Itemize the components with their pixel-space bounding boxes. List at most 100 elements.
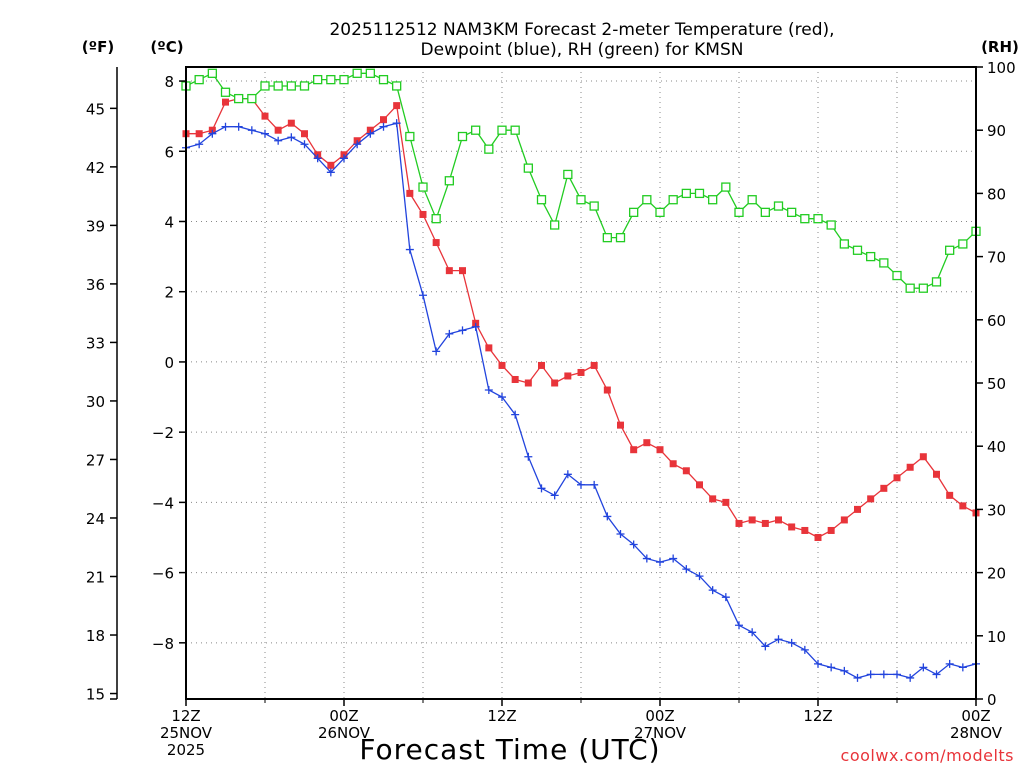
x-tick-label: 12Z: [171, 707, 200, 725]
rh-point: [457, 131, 468, 142]
rh-point: [892, 270, 902, 281]
temp-point: [722, 498, 730, 506]
series-red: [182, 95, 980, 541]
temp-point: [577, 368, 585, 376]
celsius-tick-label: −6: [152, 565, 174, 583]
temp-point: [840, 516, 848, 524]
rh-point: [352, 68, 362, 78]
dewpoint-point: [577, 480, 585, 489]
celsius-tick-label: −2: [152, 424, 174, 442]
dewpoint-point: [221, 122, 230, 131]
rh-point: [602, 232, 612, 243]
fahrenheit-tick-label: 33: [86, 334, 105, 352]
temp-point: [617, 421, 624, 429]
dewpoint-point: [958, 663, 967, 672]
credit-text: coolwx.com/modelts: [841, 746, 1014, 765]
temp-point: [946, 491, 954, 499]
rh-point: [563, 169, 573, 180]
rh-point: [747, 195, 757, 205]
dewpoint-point: [945, 659, 954, 668]
rh-point: [510, 125, 520, 135]
temp-point: [735, 519, 743, 527]
dewpoint-point: [340, 154, 348, 163]
dewpoint-point: [432, 347, 441, 356]
rh-point: [378, 74, 389, 85]
temp-point: [867, 495, 875, 503]
temp-point: [630, 446, 638, 454]
rh-tick-label: 50: [987, 375, 1006, 393]
rh-tick-label: 10: [987, 628, 1006, 646]
temp-point: [854, 505, 861, 513]
temp-point: [274, 126, 282, 134]
dewpoint-point: [656, 558, 664, 567]
dewpoint-point: [563, 470, 572, 479]
dewpoint-point: [814, 659, 822, 668]
temp-point: [814, 533, 822, 541]
temp-point: [933, 470, 940, 478]
dewpoint-point: [616, 529, 625, 538]
dewpoint-point: [366, 129, 375, 138]
temp-point: [669, 460, 677, 468]
rh-point: [813, 214, 823, 224]
x-tick-label: 27NOV: [634, 724, 687, 742]
temp-point: [788, 523, 796, 531]
rh-tick-label: 90: [987, 122, 1006, 140]
series-blue: [182, 119, 980, 682]
rh-point: [708, 195, 718, 205]
grid-layer: [186, 67, 976, 699]
dewpoint-point: [603, 512, 612, 521]
dewpoint-point: [669, 554, 678, 563]
series-line-red: [186, 97, 977, 539]
temp-point: [301, 130, 308, 138]
dewpoint-point: [379, 122, 388, 131]
temp-point: [538, 361, 545, 369]
celsius-tick-label: 4: [164, 213, 174, 231]
dewpoint-point: [471, 322, 480, 331]
temp-point: [287, 119, 295, 127]
temp-point: [498, 361, 506, 369]
dewpoint-point: [353, 140, 362, 149]
rh-point: [918, 283, 928, 293]
rh-point: [629, 207, 639, 218]
rh-point: [299, 81, 310, 91]
rh-point: [484, 144, 494, 154]
temp-point: [195, 130, 203, 138]
dewpoint-point: [511, 410, 520, 419]
temp-point: [432, 239, 440, 247]
celsius-tick-label: −8: [152, 635, 174, 653]
x-tick-label: 25NOV: [160, 724, 213, 742]
temp-point: [511, 375, 519, 383]
fahrenheit-tick-label: 42: [86, 159, 105, 177]
rh-point: [694, 188, 705, 199]
temp-point: [327, 161, 335, 169]
rh-point: [958, 239, 968, 249]
dewpoint-point: [484, 386, 493, 395]
dewpoint-point: [234, 122, 243, 131]
x-tick-label: 2025: [167, 741, 205, 759]
rh-point: [550, 220, 560, 230]
dewpoint-point: [629, 540, 638, 549]
temp-point: [696, 481, 703, 489]
rh-point: [681, 188, 691, 199]
dewpoint-point: [195, 140, 204, 149]
series-line-green: [185, 72, 977, 289]
rh-point: [839, 239, 849, 249]
temp-point: [959, 502, 967, 510]
fahrenheit-unit-label: (ºF): [82, 38, 114, 56]
temp-point: [775, 516, 782, 524]
dewpoint-point: [405, 245, 414, 254]
temp-point: [485, 344, 493, 352]
rh-point: [523, 163, 533, 173]
x-tick-label: 12Z: [487, 707, 516, 725]
temp-point: [643, 439, 651, 447]
rh-point: [365, 68, 375, 78]
temp-point: [551, 379, 559, 387]
celsius-tick-label: 2: [164, 284, 174, 302]
rh-point: [194, 74, 204, 85]
temp-point: [682, 467, 690, 475]
fahrenheit-tick-label: 45: [86, 100, 105, 118]
fahrenheit-tick-label: 27: [86, 451, 105, 469]
celsius-tick-label: 0: [164, 354, 174, 372]
rh-point: [576, 195, 586, 205]
temp-point: [524, 379, 532, 387]
